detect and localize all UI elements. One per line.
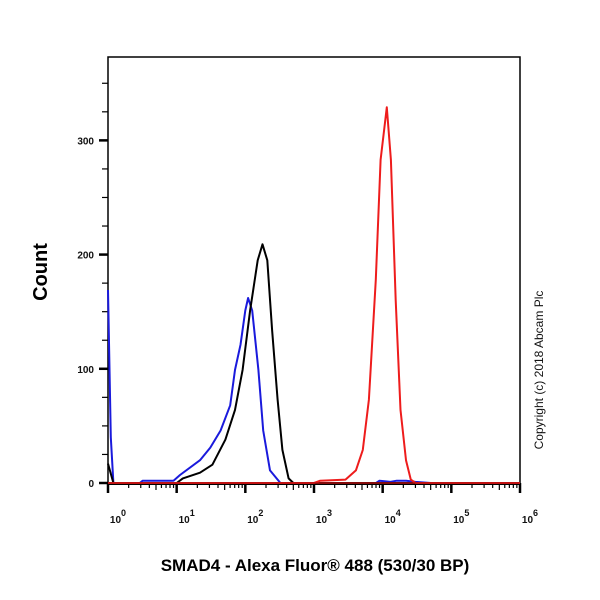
y-tick-label: 300 <box>77 136 94 147</box>
x-tick-label: 103 <box>316 508 332 526</box>
histogram-series-2 <box>107 243 520 484</box>
x-tick-label: 100 <box>110 508 126 526</box>
x-tick-label: 106 <box>522 508 538 526</box>
y-tick-label: 0 <box>88 479 94 490</box>
plot-frame <box>107 56 521 485</box>
x-tick-label: 104 <box>385 508 401 526</box>
y-tick-label: 200 <box>77 251 94 262</box>
histogram-series-1 <box>107 289 520 484</box>
copyright-text: Copyright (c) 2018 Abcam Plc <box>532 291 546 450</box>
y-axis-title: Count <box>30 243 52 301</box>
x-tick-label: 102 <box>247 508 263 526</box>
x-tick-label: 105 <box>453 508 469 526</box>
y-tick-label: 100 <box>77 365 94 376</box>
histogram-series-3 <box>108 106 520 484</box>
x-axis-title: SMAD4 - Alexa Fluor® 488 (530/30 BP) <box>161 556 470 575</box>
x-tick-label: 101 <box>179 508 195 526</box>
